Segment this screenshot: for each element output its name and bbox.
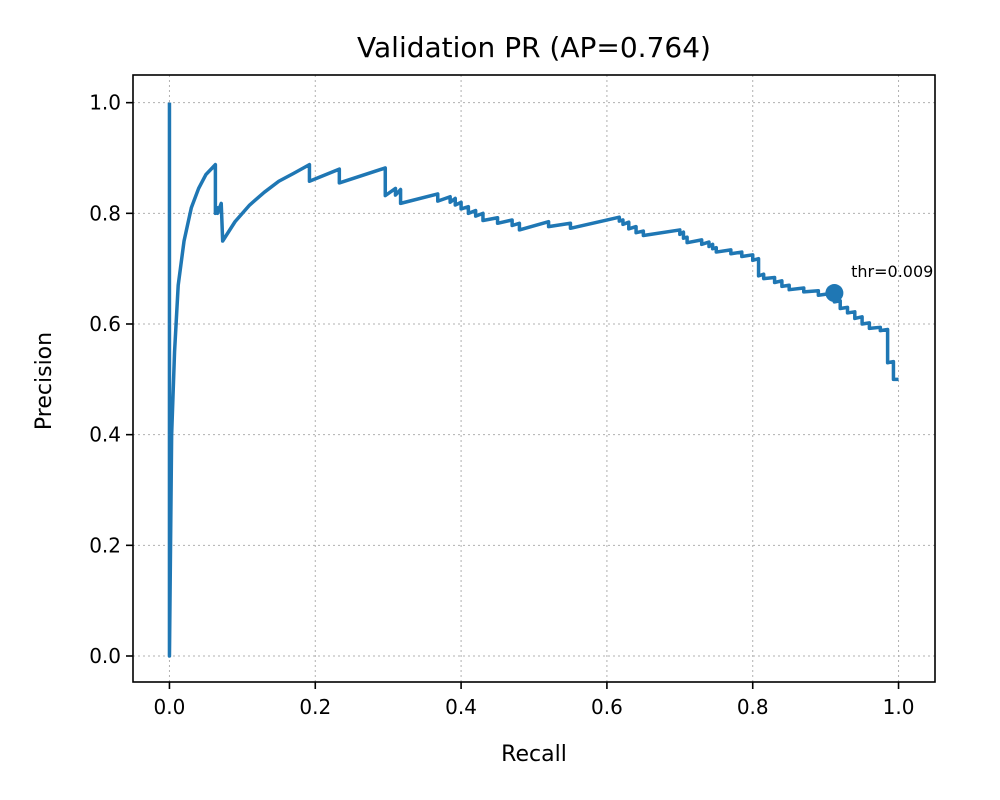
plot-frame <box>132 74 936 683</box>
threshold-marker <box>825 284 844 303</box>
x-tick-label: 0.8 <box>737 695 769 719</box>
y-tick-label: 0.4 <box>89 423 121 447</box>
pr-curve-layer: thr=0.009 <box>167 102 933 658</box>
y-tick-label: 0.6 <box>89 312 121 336</box>
x-tick-label: 0.4 <box>445 695 477 719</box>
axis-ticks: 0.0 0.2 0.4 0.6 0.8 1.0 0.0 0.2 0.4 0.6 0.8 1.0 <box>89 91 914 719</box>
y-tick-label: 0.0 <box>89 644 121 668</box>
y-tick-label: 0.2 <box>89 533 121 557</box>
grid-lines <box>133 75 935 682</box>
y-tick-label: 1.0 <box>89 91 121 115</box>
y-tick-label: 0.8 <box>89 201 121 225</box>
x-tick-label: 1.0 <box>883 695 915 719</box>
y-axis-label: Precision <box>32 332 57 430</box>
pr-curve-line <box>167 102 899 658</box>
x-tick-label: 0.0 <box>154 695 186 719</box>
x-tick-label: 0.6 <box>591 695 623 719</box>
chart-title: Validation PR (AP=0.764) <box>357 31 711 64</box>
threshold-annotation: thr=0.009 <box>851 262 933 281</box>
x-tick-label: 0.2 <box>299 695 331 719</box>
x-axis-label: Recall <box>501 742 567 767</box>
